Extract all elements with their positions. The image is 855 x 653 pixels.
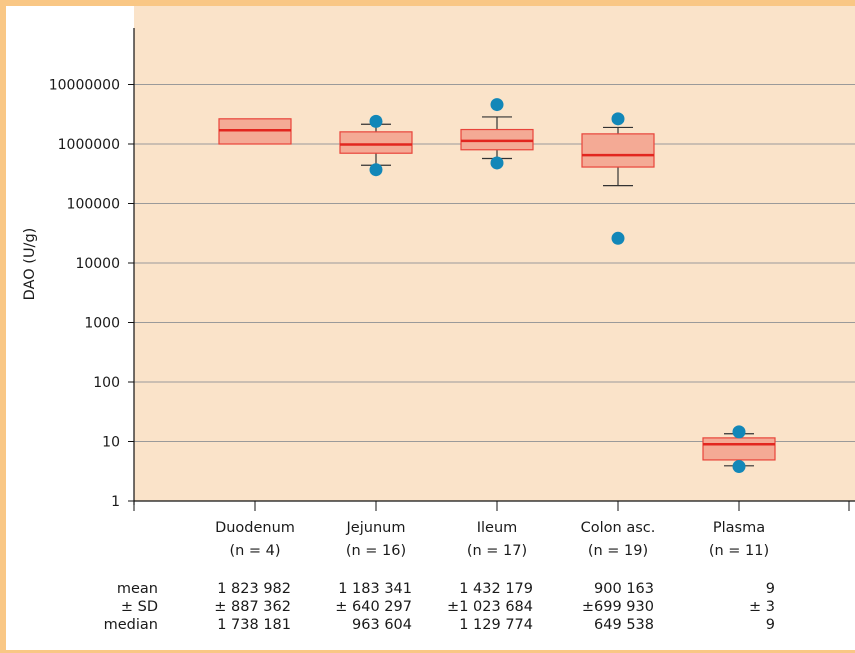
stats-row-label: mean — [117, 581, 158, 597]
stats-row-label: median — [104, 617, 158, 633]
iqr-box — [339, 131, 413, 154]
outlier-point — [611, 112, 625, 126]
stats-value: 9 — [766, 617, 775, 633]
stats-value: 963 604 — [352, 617, 412, 633]
box-colon-asc — [581, 112, 655, 245]
category-n-label: (n = 17) — [467, 543, 527, 559]
category-label: Plasma — [713, 520, 765, 536]
stats-value: ±699 930 — [582, 599, 654, 615]
category-n-label: (n = 16) — [346, 543, 406, 559]
category-label: Ileum — [477, 520, 518, 536]
stats-value: 900 163 — [594, 581, 654, 597]
outlier-point — [490, 98, 504, 112]
iqr-box — [702, 437, 776, 461]
y-tick-label: 100 — [93, 375, 120, 391]
stats-value: 1 129 774 — [459, 617, 533, 633]
y-tick-label: 1000 — [84, 316, 120, 332]
y-ticks: 1 10 100 1000 10000 100000 1000000 10000000 — [49, 78, 134, 510]
y-tick-label: 1 — [111, 494, 120, 510]
stats-value: ± 887 362 — [214, 599, 291, 615]
outlier-point — [732, 460, 746, 474]
outlier-point — [611, 231, 625, 245]
category-n-label: (n = 11) — [709, 543, 769, 559]
outlier-point — [490, 156, 504, 170]
stats-value: 1 823 982 — [217, 581, 291, 597]
y-tick-label: 10 — [102, 435, 120, 451]
stats-value: ±1 023 684 — [447, 599, 533, 615]
x-ticks: Duodenum (n = 4) Jejunum (n = 16) Ileum (n = … — [133, 501, 850, 559]
y-tick-label: 10000000 — [49, 78, 120, 94]
category-label: Jejunum — [346, 520, 406, 536]
category-label: Duodenum — [215, 520, 295, 536]
stats-value: 9 — [766, 581, 775, 597]
stats-value: 649 538 — [594, 617, 654, 633]
y-tick-label: 100000 — [67, 197, 120, 213]
category-n-label: (n = 4) — [229, 543, 280, 559]
plot-background — [134, 6, 855, 501]
gridlines — [134, 84, 855, 442]
boxes — [218, 98, 776, 474]
stats-table: mean ± SD median 1 823 982 1 183 341 1 432 17… — [104, 581, 775, 633]
box-plasma — [702, 425, 776, 474]
y-axis-title: DAO (U/g) — [22, 228, 38, 301]
stats-row-label: ± SD — [121, 599, 158, 615]
stats-value: ± 3 — [749, 599, 775, 615]
y-tick-label: 1000000 — [58, 137, 120, 153]
stats-value: 1 738 181 — [217, 617, 291, 633]
outlier-point — [369, 114, 383, 128]
box-duodenum — [218, 118, 292, 145]
outlier-point — [369, 163, 383, 177]
box-jejunum — [339, 114, 413, 177]
stats-value: ± 640 297 — [335, 599, 412, 615]
y-tick-label: 10000 — [75, 256, 120, 272]
stats-value: 1 183 341 — [338, 581, 412, 597]
iqr-box — [581, 133, 655, 168]
category-n-label: (n = 19) — [588, 543, 648, 559]
box-ileum — [460, 98, 534, 170]
axes — [133, 28, 855, 505]
outlier-point — [732, 425, 746, 439]
stats-value: 1 432 179 — [459, 581, 533, 597]
category-label: Colon asc. — [581, 520, 656, 536]
